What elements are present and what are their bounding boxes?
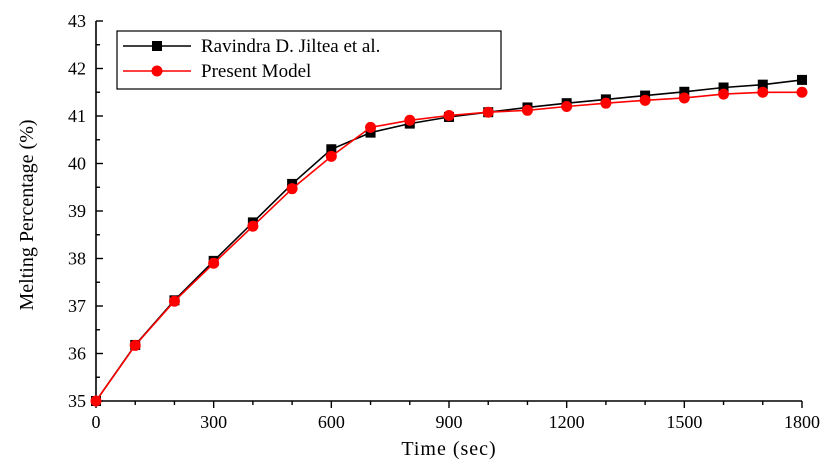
- data-point: [600, 97, 612, 109]
- x-tick-label: 900: [436, 412, 463, 432]
- x-tick-label: 0: [92, 412, 101, 432]
- y-tick-label: 38: [68, 249, 86, 269]
- y-tick-label: 40: [68, 154, 86, 174]
- legend-marker: [152, 41, 162, 51]
- y-tick-label: 37: [68, 296, 86, 316]
- data-point: [639, 94, 651, 106]
- x-tick-label: 1200: [549, 412, 585, 432]
- x-axis-title: Time (sec): [401, 438, 496, 460]
- data-point: [365, 121, 377, 133]
- axes: 35 36 37 38 39 40 41 42 43 0 300 600 900 1200 1500 1800: [68, 11, 820, 432]
- data-point: [521, 104, 533, 116]
- y-tick-label: 41: [68, 106, 86, 126]
- data-point: [718, 82, 729, 93]
- data-point: [797, 74, 807, 85]
- data-point: [326, 144, 337, 155]
- x-tick-label: 1800: [784, 412, 820, 432]
- y-tick-label: 35: [68, 391, 86, 411]
- series-line: [95, 79, 803, 402]
- data-point: [247, 220, 259, 232]
- x-tick-label: 1500: [666, 412, 702, 432]
- x-tick-label: 300: [200, 412, 227, 432]
- legend: Ravindra D. Jiltea et al. Present Model: [116, 30, 502, 90]
- data-point: [443, 110, 455, 122]
- data-point: [757, 86, 769, 98]
- data-point: [404, 114, 416, 126]
- data-point: [208, 257, 220, 269]
- series-1: [91, 74, 807, 406]
- y-tick-label: 43: [68, 11, 86, 31]
- data-point: [796, 86, 808, 98]
- data-point: [482, 106, 494, 118]
- data-point: [168, 295, 180, 307]
- data-point: [90, 395, 102, 407]
- y-tick-label: 39: [68, 201, 86, 221]
- y-axis-title: Melting Percentage (%): [16, 119, 38, 310]
- legend-item: Ravindra D. Jiltea et al.: [123, 36, 380, 57]
- data-point: [757, 79, 768, 90]
- y-tick-label: 42: [68, 59, 86, 79]
- legend-box: [116, 30, 502, 90]
- series-2: [90, 86, 808, 407]
- y-tick-label: 36: [68, 344, 86, 364]
- data-point: [325, 150, 337, 162]
- data-point: [286, 183, 298, 195]
- series-line: [95, 91, 802, 402]
- x-tick-label: 600: [318, 412, 345, 432]
- data-point: [679, 86, 690, 97]
- data-point: [678, 92, 690, 104]
- data-point: [129, 339, 141, 351]
- legend-item: Present Model: [123, 61, 311, 82]
- data-point: [561, 101, 573, 112]
- legend-label: Present Model: [201, 61, 311, 82]
- legend-label: Ravindra D. Jiltea et al.: [201, 36, 380, 57]
- legend-marker: [151, 65, 163, 77]
- data-point: [718, 88, 730, 100]
- series-layer: [90, 74, 808, 407]
